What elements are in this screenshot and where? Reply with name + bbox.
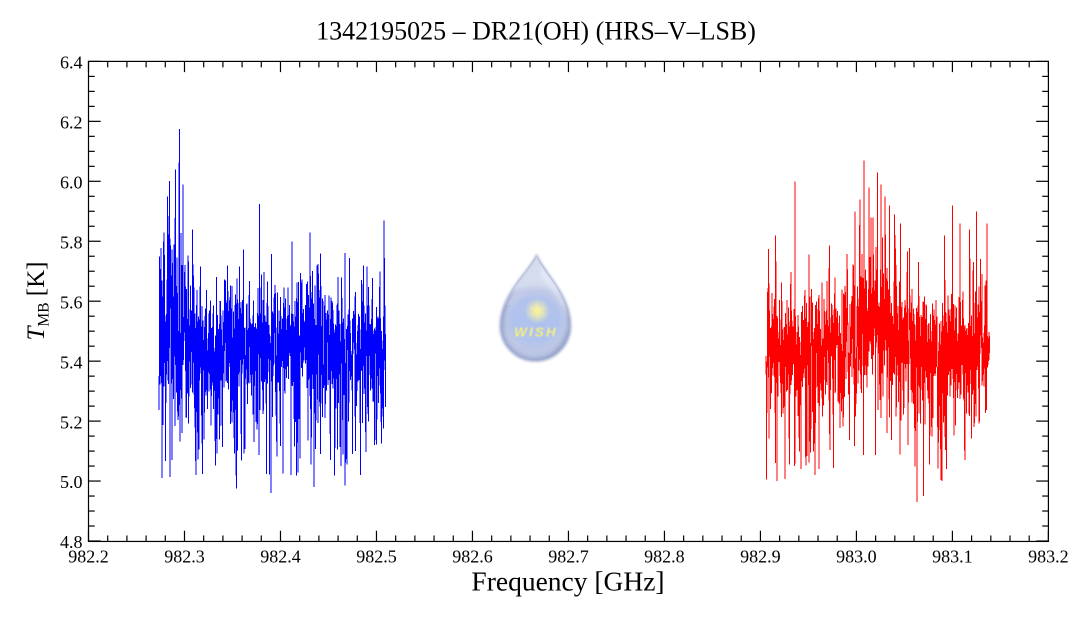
svg-text:5.6: 5.6 — [60, 292, 83, 312]
svg-text:1342195025 – DR21(OH) (HRS–V–L: 1342195025 – DR21(OH) (HRS–V–LSB) — [316, 17, 756, 46]
svg-text:982.9: 982.9 — [740, 546, 781, 566]
svg-text:982.2: 982.2 — [68, 546, 109, 566]
svg-text:4.8: 4.8 — [60, 532, 83, 552]
svg-text:5.8: 5.8 — [60, 233, 83, 253]
svg-text:982.6: 982.6 — [452, 546, 493, 566]
svg-text:5.2: 5.2 — [60, 412, 83, 432]
svg-text:6.4: 6.4 — [60, 53, 83, 73]
svg-text:983.2: 983.2 — [1028, 546, 1069, 566]
svg-text:WISH: WISH — [514, 324, 558, 339]
svg-text:982.5: 982.5 — [356, 546, 397, 566]
svg-text:982.7: 982.7 — [548, 546, 589, 566]
svg-text:982.4: 982.4 — [260, 546, 301, 566]
svg-text:983.1: 983.1 — [932, 546, 973, 566]
svg-text:TMB [K]: TMB [K] — [23, 262, 53, 341]
svg-text:982.8: 982.8 — [644, 546, 685, 566]
svg-text:5.4: 5.4 — [60, 352, 83, 372]
svg-text:982.3: 982.3 — [164, 546, 205, 566]
svg-text:6.0: 6.0 — [60, 173, 83, 193]
svg-text:Frequency [GHz]: Frequency [GHz] — [471, 566, 664, 597]
svg-text:983.0: 983.0 — [836, 546, 877, 566]
svg-text:6.2: 6.2 — [60, 113, 83, 133]
svg-text:5.0: 5.0 — [60, 472, 83, 492]
